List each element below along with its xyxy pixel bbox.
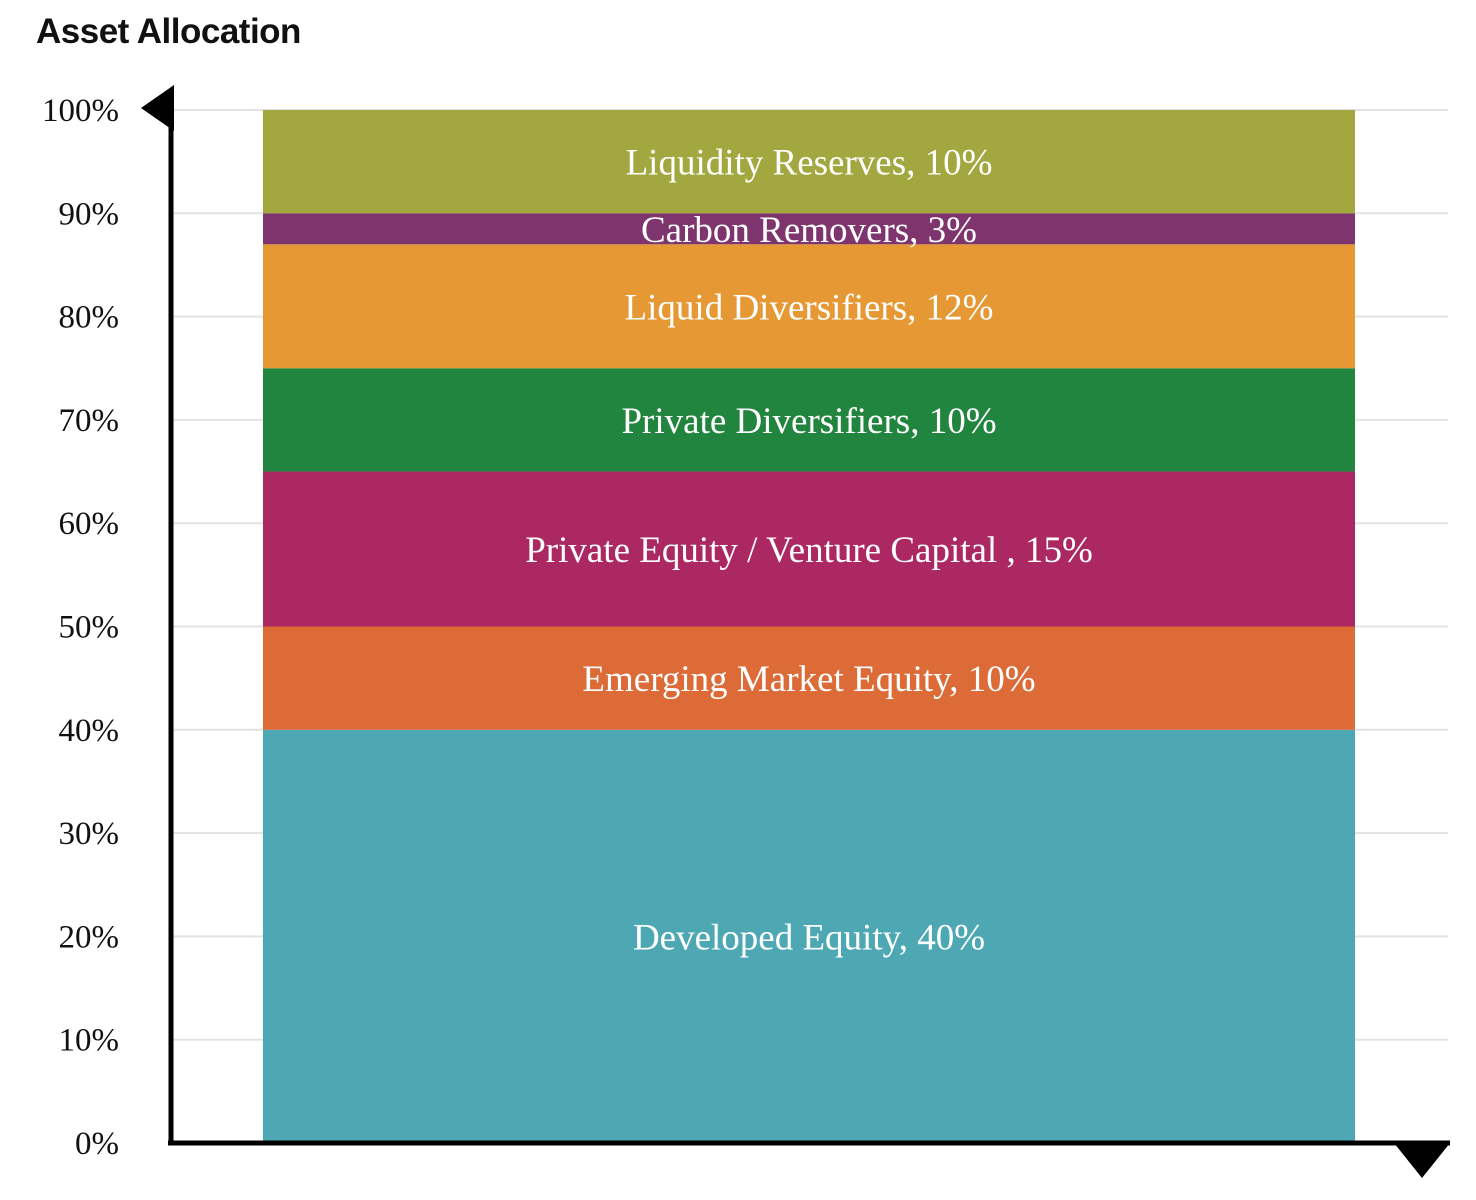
y-tick-label: 50% (59, 610, 120, 646)
bar-segment (263, 626, 1355, 730)
segment-label: Carbon Removers, 3% (641, 210, 977, 251)
bar-segment (263, 471, 1355, 627)
y-tick-label: 70% (59, 403, 120, 439)
y-tick-label: 10% (59, 1023, 120, 1059)
y-tick-label: 30% (59, 816, 120, 852)
bar-segment (263, 244, 1355, 369)
segment-labels: Developed Equity, 40% Emerging Market Equ… (525, 143, 1093, 959)
chart-title: Asset Allocation (36, 12, 301, 51)
segment-label: Liquid Diversifiers, 12% (625, 287, 994, 328)
segment-label: Developed Equity, 40% (633, 917, 985, 958)
y-tick-label: 60% (59, 506, 120, 542)
y-tick-label: 0% (75, 1126, 119, 1162)
bar-segment (263, 729, 1355, 1143)
bar-segment (263, 110, 1355, 214)
y-tick-labels: 0% 10% 20% 30% 40% 50% 60% 70% 80% 90% 100% (42, 93, 119, 1162)
y-tick-label: 90% (59, 196, 120, 232)
segment-label: Private Equity / Venture Capital , 15% (525, 530, 1093, 571)
segment-label: Emerging Market Equity, 10% (582, 659, 1035, 700)
y-tick-label: 20% (59, 919, 120, 955)
y-tick-label: 80% (59, 300, 120, 336)
bar-segment (263, 368, 1355, 472)
x-axis-arrow-icon (1394, 1143, 1450, 1178)
segment-label: Liquidity Reserves, 10% (626, 143, 993, 184)
y-tick-label: 40% (59, 713, 120, 749)
y-axis-arrow-icon (141, 85, 174, 131)
bar-segment (263, 213, 1355, 245)
segment-label: Private Diversifiers, 10% (621, 401, 996, 442)
axes (141, 85, 1450, 1178)
bar-segments (263, 110, 1355, 1143)
y-tick-label: 100% (42, 93, 119, 129)
